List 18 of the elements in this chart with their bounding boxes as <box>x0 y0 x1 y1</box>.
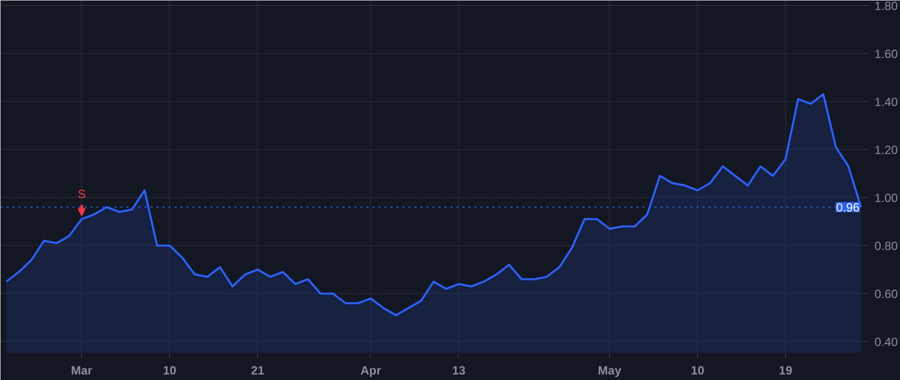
x-tick-label: Mar <box>71 364 93 378</box>
x-tick-label: 13 <box>452 364 466 378</box>
x-tick-label: May <box>598 364 622 378</box>
y-tick-label: 1.20 <box>874 142 898 157</box>
x-tick-label: 19 <box>778 364 793 378</box>
annotation: S <box>78 187 86 202</box>
x-tick-label: 10 <box>690 364 705 378</box>
y-tick-label: 0.60 <box>874 287 898 302</box>
ref-line-label: 0.96 <box>836 200 860 215</box>
x-tick-label: Apr <box>360 364 382 378</box>
y-tick-label: 1.60 <box>874 46 898 61</box>
x-tick-label: 10 <box>163 364 177 378</box>
y-tick-label: 1.00 <box>874 191 898 206</box>
y-tick-label: 0.40 <box>874 335 898 350</box>
y-tick-label: 1.80 <box>874 0 898 13</box>
y-tick-label: 1.40 <box>874 94 898 109</box>
y-tick-label: 0.80 <box>874 239 898 254</box>
x-tick-label: 21 <box>250 364 265 378</box>
